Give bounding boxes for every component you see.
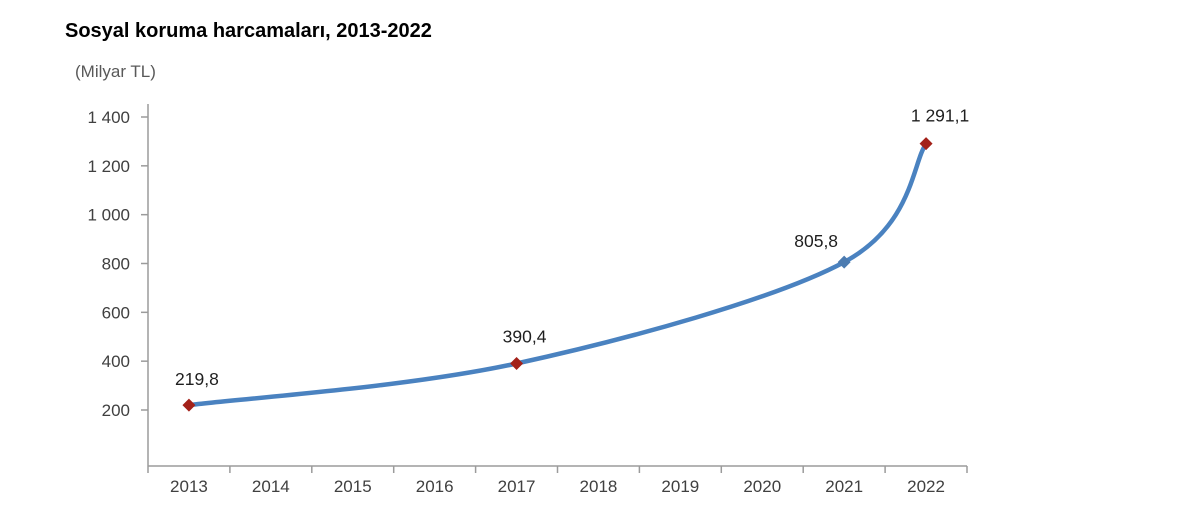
y-axis-unit-label: (Milyar TL) [75, 62, 156, 81]
x-axis-tick-label: 2014 [252, 477, 290, 496]
data-point-marker [837, 255, 851, 269]
data-point-marker [919, 137, 933, 151]
x-axis-tick-label: 2022 [907, 477, 945, 496]
data-point-label: 805,8 [794, 231, 838, 251]
y-axis-tick-label: 1 200 [87, 157, 130, 176]
x-axis-tick-label: 2021 [825, 477, 863, 496]
data-point-marker [182, 398, 196, 412]
x-axis: 2013 2014 2015 2016 2017 2018 2019 2020 2021 2022 [147, 465, 968, 496]
x-axis-tick-label: 2016 [416, 477, 454, 496]
data-point-labels: 219,8 390,4 805,8 1 291,1 [175, 106, 969, 390]
y-axis-tick-label: 800 [102, 255, 130, 274]
x-axis-tick-label: 2020 [743, 477, 781, 496]
y-axis-tick-label: 400 [102, 352, 130, 371]
x-axis-tick-label: 2019 [661, 477, 699, 496]
y-axis-tick-label: 1 400 [87, 108, 130, 127]
x-axis-tick-label: 2017 [498, 477, 536, 496]
chart-title: Sosyal koruma harcamaları, 2013-2022 [65, 20, 432, 42]
x-axis-tick-label: 2018 [580, 477, 618, 496]
data-point-label: 390,4 [503, 327, 547, 347]
y-axis-tick-label: 1 000 [87, 206, 130, 225]
series-line [186, 141, 929, 408]
x-axis-tick-label: 2015 [334, 477, 372, 496]
data-point-marker [510, 357, 524, 371]
data-point-label: 1 291,1 [911, 106, 969, 126]
data-point-label: 219,8 [175, 369, 219, 389]
x-axis-tick-label: 2013 [170, 477, 208, 496]
y-axis: 200 400 600 800 1 000 1 200 1 400 [87, 104, 149, 466]
data-series [182, 137, 933, 412]
y-axis-tick-label: 200 [102, 401, 130, 420]
y-axis-tick-label: 600 [102, 303, 130, 322]
